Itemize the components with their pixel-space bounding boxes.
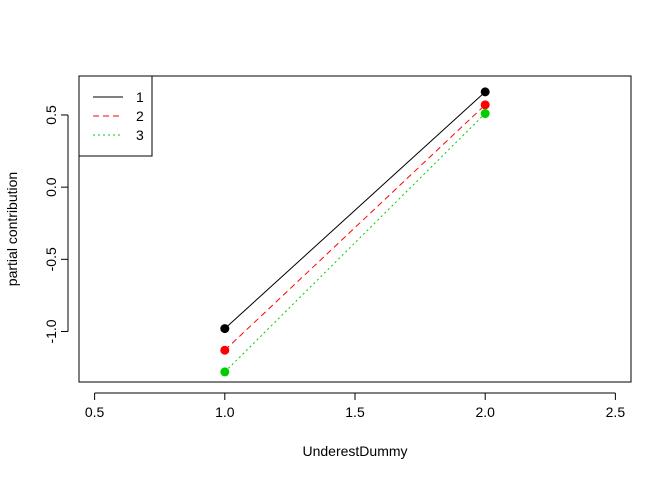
x-tick-label: 2.5 bbox=[606, 404, 626, 420]
series-line bbox=[225, 105, 485, 350]
y-tick-label: 0.5 bbox=[43, 105, 59, 125]
x-tick-label: 2.0 bbox=[475, 404, 495, 420]
data-point bbox=[220, 346, 229, 355]
data-point bbox=[220, 367, 229, 376]
legend-label: 3 bbox=[136, 127, 144, 143]
x-axis-label: UnderestDummy bbox=[302, 443, 407, 459]
series-layer bbox=[220, 87, 489, 376]
x-axis: 0.5 1.0 1.5 2.0 2.5 bbox=[85, 393, 625, 420]
x-tick-label: 1.5 bbox=[345, 404, 365, 420]
plot-frame bbox=[79, 76, 631, 382]
y-axis-label: partial contribution bbox=[4, 172, 20, 286]
y-tick-label: 0.0 bbox=[43, 177, 59, 197]
data-point bbox=[220, 324, 229, 333]
y-tick-label: -1.0 bbox=[43, 319, 59, 343]
y-axis: -1.0 -0.5 0.0 0.5 bbox=[43, 105, 68, 344]
series-1 bbox=[220, 87, 489, 333]
y-tick-label: -0.5 bbox=[43, 247, 59, 271]
legend: 1 2 3 bbox=[79, 76, 152, 156]
legend-label: 1 bbox=[136, 89, 144, 105]
data-point bbox=[481, 100, 490, 109]
series-3 bbox=[220, 109, 489, 376]
x-tick-label: 1.0 bbox=[215, 404, 235, 420]
data-point bbox=[481, 109, 490, 118]
series-line bbox=[225, 114, 485, 372]
series-2 bbox=[220, 100, 489, 354]
x-tick-label: 0.5 bbox=[85, 404, 105, 420]
series-line bbox=[225, 92, 485, 329]
data-point bbox=[481, 87, 490, 96]
legend-label: 2 bbox=[136, 108, 144, 124]
